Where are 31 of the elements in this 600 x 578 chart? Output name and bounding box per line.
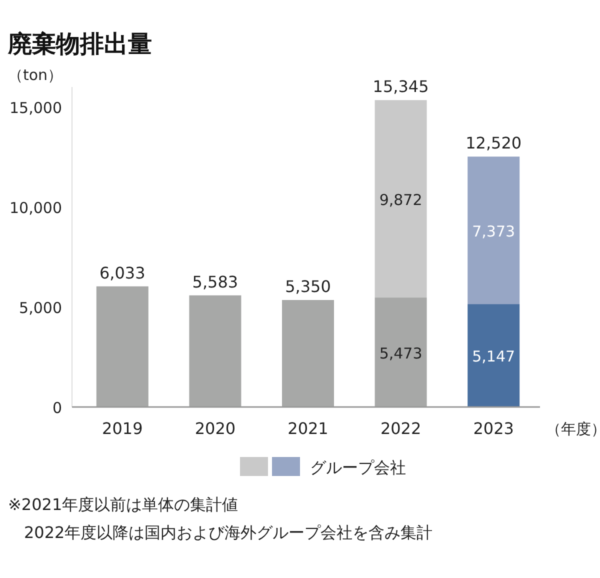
data-label: 7,373 — [472, 222, 516, 240]
y-tick-label: 15,000 — [10, 99, 62, 117]
data-label: 5,147 — [472, 348, 516, 366]
x-tick-label: 2022 — [380, 419, 422, 438]
data-label: 5,583 — [192, 272, 238, 292]
text: 2022年度以降は国内および海外グループ会社を含み集計 — [24, 523, 433, 542]
bar — [189, 295, 242, 407]
y-tick-label: 5,000 — [19, 299, 62, 317]
data-label: 5,473 — [379, 344, 422, 362]
y-tick-label: 10,000 — [10, 199, 62, 217]
data-label: 5,350 — [285, 277, 331, 296]
bar — [468, 304, 520, 407]
x-tick-label: 2023 — [473, 419, 514, 438]
y-axis-title: （ton） — [8, 66, 63, 84]
data-label: 6,033 — [99, 263, 146, 282]
x-tick-label: 2021 — [288, 419, 328, 438]
bar — [374, 298, 427, 407]
text: ※2021年度以前は単体の集計値 — [8, 495, 238, 514]
x-tick-label: 2020 — [194, 419, 236, 438]
x-tick-label: 2019 — [102, 419, 143, 438]
legend-label: グループ会社 — [310, 458, 406, 477]
bar — [468, 156, 520, 304]
bar — [374, 100, 427, 298]
data-label: 9,872 — [379, 190, 422, 209]
x-axis-title: （年度） — [546, 420, 600, 438]
total-label: 12,520 — [466, 134, 522, 153]
total-label: 15,345 — [372, 77, 429, 96]
chart-title: 廃棄物排出量 — [7, 30, 152, 58]
bar — [282, 300, 334, 407]
bar — [96, 286, 148, 407]
y-tick-label: 0 — [52, 399, 62, 417]
